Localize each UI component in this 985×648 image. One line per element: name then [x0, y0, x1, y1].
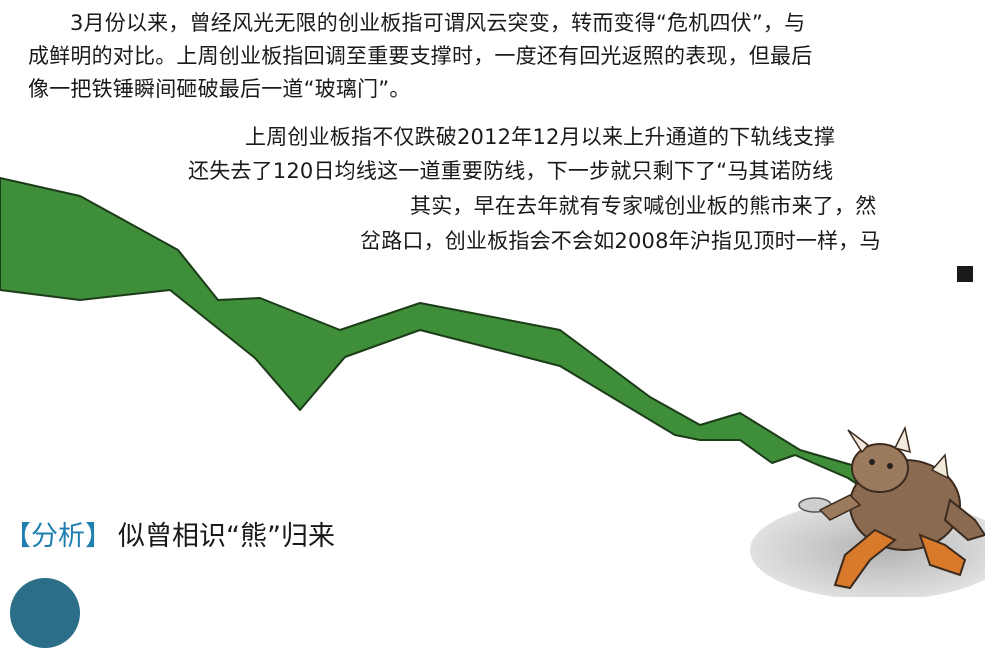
section-number-badge	[10, 578, 80, 648]
falling-market-illustration	[0, 177, 985, 597]
article-line-5: 还失去了120日均线这一道重要防线，下一步就只剩下了“马其诺防线	[188, 159, 834, 183]
section-heading: 【分析】 似曾相识“熊”归来	[4, 517, 335, 557]
article-line-7: 岔路口，创业板指会不会如2008年沪指见顶时一样，马	[360, 229, 881, 253]
end-square-marker	[957, 266, 973, 282]
article-line-6: 其实，早在去年就有专家喊创业板的熊市来了，然	[410, 194, 877, 218]
article-line-4: 上周创业板指不仅跌破2012年12月以来上升通道的下轨线支撑	[245, 125, 836, 149]
section-title: 似曾相识“熊”归来	[118, 521, 335, 552]
article-line-2: 成鲜明的对比。上周创业板指回调至重要支撑时，一度还有回光返照的表现，但最后	[28, 44, 813, 68]
falling-bull-illustration	[798, 425, 985, 590]
bracket-close: 】	[85, 521, 112, 552]
green-down-arrow	[0, 177, 879, 499]
article-line-3: 像一把铁锤瞬间砸破最后一道“玻璃门”。	[28, 77, 411, 101]
article-line-1: 3月份以来，曾经风光无限的创业板指可谓风云突变，转而变得“危机四伏”，与	[70, 11, 806, 35]
bracket-open: 【	[4, 521, 31, 552]
section-tag: 分析	[31, 521, 85, 552]
